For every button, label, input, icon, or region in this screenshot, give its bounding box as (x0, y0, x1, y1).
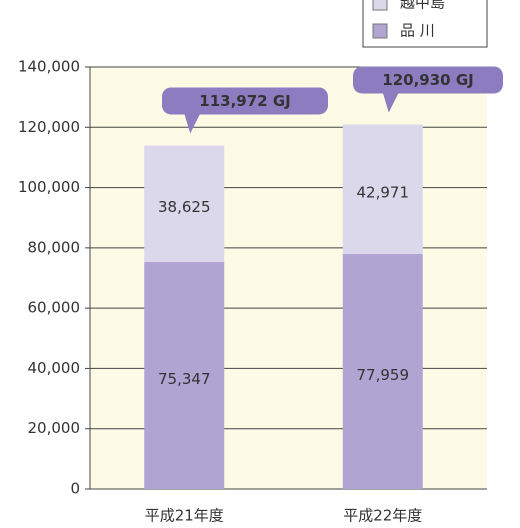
y-tick-label: 40,000 (28, 359, 81, 377)
legend-swatch (372, 0, 388, 11)
value-label: 75,347 (158, 370, 211, 388)
annotation-tail (184, 113, 201, 134)
y-tick-label: 80,000 (28, 238, 81, 256)
x-tick-label: 平成21年度 (145, 507, 224, 525)
y-tick-label: 140,000 (18, 58, 80, 76)
annotation-tail (382, 92, 399, 113)
value-label: 77,959 (357, 366, 410, 384)
y-tick-label: 120,000 (18, 118, 80, 136)
bar-segment (342, 124, 423, 255)
legend-label: 越中島 (400, 0, 445, 12)
annotation-bubble (353, 66, 503, 94)
bar-segment (144, 145, 225, 262)
legend-swatch (372, 23, 388, 39)
value-label: 42,971 (357, 184, 410, 202)
y-tick-label: 100,000 (18, 178, 80, 196)
bar-segment (144, 261, 225, 489)
annotation: 120,930 GJ (382, 71, 473, 89)
annotation-bubble (162, 87, 328, 115)
legend-label: 品 川 (400, 22, 435, 40)
x-tick-label: 平成22年度 (343, 507, 422, 525)
bar-segment (342, 254, 423, 489)
y-tick-label: 20,000 (28, 419, 81, 437)
y-tick-label: 0 (70, 480, 80, 498)
annotation: 113,972 GJ (199, 92, 290, 110)
y-tick-label: 60,000 (28, 299, 81, 317)
value-label: 38,625 (158, 198, 211, 216)
